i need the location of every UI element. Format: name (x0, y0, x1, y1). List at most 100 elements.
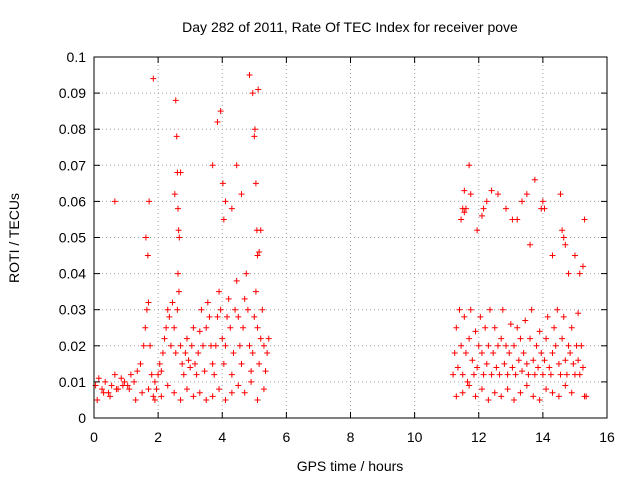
data-point (217, 108, 224, 115)
data-point (228, 205, 235, 212)
y-tick-label: 0.01 (59, 374, 86, 390)
data-point (108, 382, 115, 389)
data-point (102, 378, 109, 385)
data-point (233, 162, 240, 169)
data-point (206, 313, 213, 320)
data-point (171, 324, 178, 331)
data-point (575, 357, 582, 364)
data-point (260, 386, 267, 393)
data-point (458, 216, 465, 223)
data-point (257, 335, 264, 342)
data-point (474, 227, 481, 234)
data-point (119, 382, 126, 389)
data-point (466, 335, 473, 342)
data-point (195, 350, 202, 357)
data-point (236, 342, 243, 349)
data-point (254, 252, 261, 259)
data-point (100, 389, 107, 396)
y-tick-label: 0.06 (59, 193, 86, 209)
data-point (538, 350, 545, 357)
data-point (145, 299, 152, 306)
data-point (251, 126, 258, 133)
data-point (458, 342, 465, 349)
data-point (142, 324, 149, 331)
data-point (454, 364, 461, 371)
data-point (562, 382, 569, 389)
chart-title: Day 282 of 2011, Rate Of TEC Index for r… (182, 19, 518, 35)
data-point (543, 386, 550, 393)
data-point (541, 205, 548, 212)
data-point (509, 364, 516, 371)
data-point (493, 364, 500, 371)
x-tick-label: 0 (90, 429, 98, 445)
data-point (547, 371, 554, 378)
data-point (179, 360, 186, 367)
data-point (188, 342, 195, 349)
data-point (527, 335, 534, 342)
data-point (155, 371, 162, 378)
data-point (555, 393, 562, 400)
data-point (158, 368, 165, 375)
data-point (159, 350, 166, 357)
data-point (520, 350, 527, 357)
data-point (220, 360, 227, 367)
data-point (169, 299, 176, 306)
y-tick-label: 0.09 (59, 85, 86, 101)
data-point (190, 324, 197, 331)
data-point (203, 396, 210, 403)
data-point (485, 342, 492, 349)
data-point (512, 371, 519, 378)
data-point (235, 382, 242, 389)
data-point (498, 393, 505, 400)
data-point (241, 295, 248, 302)
data-point (99, 386, 106, 393)
data-point (139, 389, 146, 396)
data-point (536, 328, 543, 335)
data-point (185, 357, 192, 364)
data-point (182, 350, 189, 357)
data-point (137, 360, 144, 367)
data-point (222, 342, 229, 349)
data-point (568, 389, 575, 396)
data-point (254, 324, 261, 331)
data-point (248, 378, 255, 385)
data-point (575, 310, 582, 317)
data-point (211, 371, 218, 378)
data-point (482, 324, 489, 331)
data-point (541, 357, 548, 364)
data-point (539, 371, 546, 378)
data-point (464, 378, 471, 385)
data-point (511, 396, 518, 403)
data-point (549, 350, 556, 357)
data-point (174, 306, 181, 313)
data-point (161, 335, 168, 342)
data-point (517, 389, 524, 396)
data-point (259, 306, 266, 313)
data-point (565, 342, 572, 349)
data-point (490, 350, 497, 357)
data-point (466, 162, 473, 169)
data-point (257, 227, 264, 234)
data-point (578, 342, 585, 349)
data-point (488, 371, 495, 378)
data-point (557, 371, 564, 378)
data-point (559, 335, 566, 342)
y-tick-label: 0.04 (59, 266, 86, 282)
data-point (562, 357, 569, 364)
data-point (494, 342, 501, 349)
data-point (491, 324, 498, 331)
data-point (209, 162, 216, 169)
x-tick-label: 14 (535, 429, 551, 445)
data-point (523, 382, 530, 389)
data-point (559, 227, 566, 234)
data-point (451, 350, 458, 357)
data-point (555, 360, 562, 367)
data-point (466, 382, 473, 389)
data-point (491, 389, 498, 396)
data-point (191, 360, 198, 367)
data-point (552, 342, 559, 349)
data-point (459, 371, 466, 378)
data-point (543, 335, 550, 342)
data-point (228, 389, 235, 396)
data-point (217, 306, 224, 313)
